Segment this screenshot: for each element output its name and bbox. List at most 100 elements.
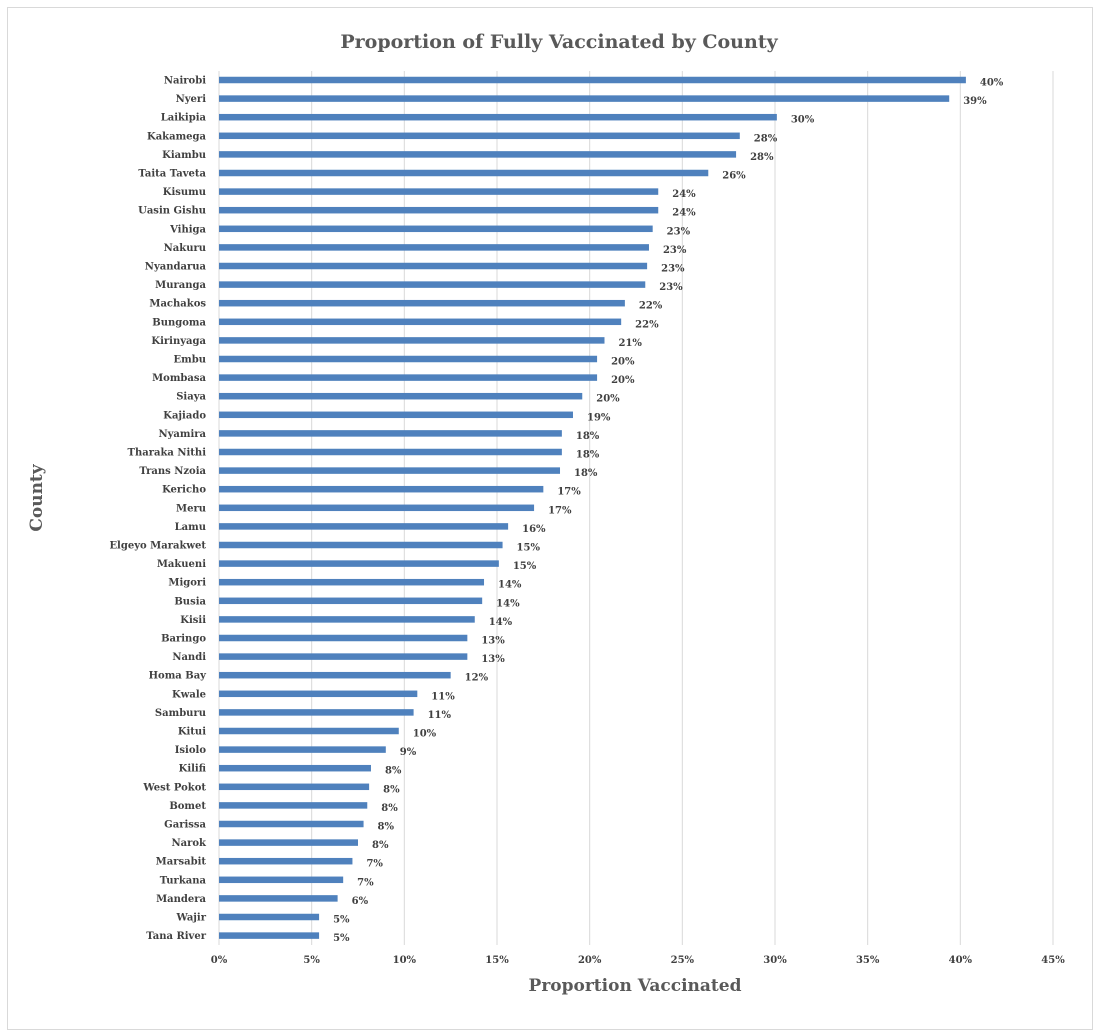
category-label: Homa Bay [149,671,208,682]
category-label: Turkana [160,875,207,886]
bar [219,206,659,214]
bar [219,151,737,158]
category-label: Kwale [172,689,206,700]
data-label: 20% [611,357,635,368]
category-label: Nandi [172,652,206,663]
data-label: 11% [431,691,455,702]
bar [219,411,573,419]
bar [219,188,659,195]
data-label: 24% [672,208,696,219]
category-label: Wajir [175,913,206,924]
category-label: Nairobi [164,76,206,87]
bar [219,839,358,846]
bar [219,560,499,567]
category-label: Nyamira [158,429,206,440]
y-axis-title: County [27,463,47,531]
chart-title: Proportion of Fully Vaccinated by County [340,31,778,53]
category-label: Narok [172,838,208,849]
data-label: 7% [357,877,374,888]
bar [219,281,646,288]
category-label: Siaya [176,392,206,403]
x-tick-label: 10% [393,955,417,966]
category-label: Mandera [156,894,206,905]
bar [219,895,338,902]
bar [219,392,583,400]
bar [219,132,740,140]
data-label: 13% [481,636,505,647]
x-axis-ticks: 0% 5% 10% 15% 20% 25% 30% 35% 40% 45% [211,955,1065,966]
bar [219,578,485,586]
bar [219,690,418,698]
category-label: Embu [174,355,206,366]
data-label: 10% [413,729,437,740]
category-label: Nakuru [164,243,206,254]
category-label: Migori [168,578,206,589]
bar [219,634,468,642]
bar [219,709,414,716]
data-label: 23% [663,245,687,256]
data-label: 23% [659,282,683,293]
category-label: Kisii [180,615,206,626]
bar [219,671,451,679]
category-label: Baringo [161,634,206,645]
category-label: Kitui [178,727,206,738]
data-label: 11% [428,710,452,721]
bar [219,485,544,493]
chart-frame: Proportion of Fully Vaccinated by County… [7,7,1093,1030]
category-labels: Nairobi Nyeri Laikipia Kakamega Kiambu Taita … [109,76,207,943]
bar [219,262,648,270]
x-tick-label: 30% [763,955,787,966]
bar [219,374,598,381]
category-label: Elgeyo Marakwet [109,541,206,552]
category-label: Lamu [175,522,206,533]
bar [219,448,562,456]
bar [219,299,625,307]
bar [219,318,622,326]
data-label: 14% [496,598,520,609]
data-label: 18% [576,450,600,461]
bar [219,504,535,512]
x-axis-title: Proportion Vaccinated [529,976,742,996]
x-tick-label: 25% [671,955,695,966]
category-label: Kakamega [147,131,207,142]
data-label: 15% [517,543,541,554]
data-label: 6% [352,896,369,907]
bar [219,523,509,530]
category-label: Nyeri [176,94,207,105]
data-labels: 40% 39% 30% 28% 28% 26% 24% 24% 23% 23% 23% 23% 22% 2… [333,78,1004,945]
category-label: Bomet [169,801,206,812]
category-label: Vihiga [169,224,206,235]
bar [219,597,483,605]
category-label: West Pokot [142,782,206,793]
data-label: 18% [574,468,598,479]
data-label: 19% [587,412,611,423]
bar [219,857,353,865]
category-label: Busia [174,596,206,607]
data-label: 5% [333,915,350,926]
x-tick-label: 40% [949,955,973,966]
data-label: 17% [557,487,581,498]
category-label: Tharaka Nithi [128,448,207,459]
data-label: 8% [381,803,398,814]
data-label: 8% [383,784,400,795]
bar [219,932,320,939]
data-label: 8% [385,766,402,777]
x-tick-label: 5% [303,955,320,966]
bar [219,467,561,474]
category-label: Kiambu [162,150,206,161]
category-label: Bungoma [152,317,206,328]
category-label: Tana River [146,931,206,942]
data-label: 18% [576,431,600,442]
category-label: Marsabit [156,857,207,868]
bar [219,746,386,753]
bar [219,430,562,437]
category-label: Kajiado [163,410,206,421]
bar [219,225,653,233]
x-tick-label: 45% [1041,955,1065,966]
category-label: Isiolo [175,745,207,756]
bar [219,727,399,735]
bar [219,820,364,828]
bar [219,783,370,791]
bar [219,244,649,251]
data-label: 28% [750,152,774,163]
